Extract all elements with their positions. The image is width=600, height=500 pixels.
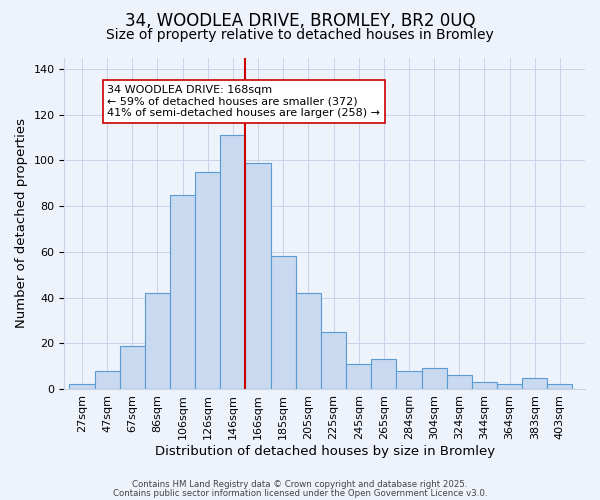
Text: Size of property relative to detached houses in Bromley: Size of property relative to detached ho… [106, 28, 494, 42]
Bar [346, 364, 371, 389]
Bar [120, 346, 145, 389]
Bar [497, 384, 522, 389]
Y-axis label: Number of detached properties: Number of detached properties [15, 118, 28, 328]
Text: Contains public sector information licensed under the Open Government Licence v3: Contains public sector information licen… [113, 490, 487, 498]
Bar [245, 162, 271, 389]
Bar [422, 368, 446, 389]
Bar [446, 375, 472, 389]
Bar [195, 172, 220, 389]
Bar [472, 382, 497, 389]
Text: 34 WOODLEA DRIVE: 168sqm
← 59% of detached houses are smaller (372)
41% of semi-: 34 WOODLEA DRIVE: 168sqm ← 59% of detach… [107, 85, 380, 118]
Bar [296, 293, 321, 389]
Bar [220, 135, 245, 389]
Text: Contains HM Land Registry data © Crown copyright and database right 2025.: Contains HM Land Registry data © Crown c… [132, 480, 468, 489]
X-axis label: Distribution of detached houses by size in Bromley: Distribution of detached houses by size … [155, 444, 495, 458]
Bar [547, 384, 572, 389]
Bar [95, 370, 120, 389]
Bar [321, 332, 346, 389]
Bar [170, 194, 195, 389]
Text: 34, WOODLEA DRIVE, BROMLEY, BR2 0UQ: 34, WOODLEA DRIVE, BROMLEY, BR2 0UQ [125, 12, 475, 30]
Bar [145, 293, 170, 389]
Bar [397, 370, 422, 389]
Bar [522, 378, 547, 389]
Bar [371, 359, 397, 389]
Bar [70, 384, 95, 389]
Bar [271, 256, 296, 389]
